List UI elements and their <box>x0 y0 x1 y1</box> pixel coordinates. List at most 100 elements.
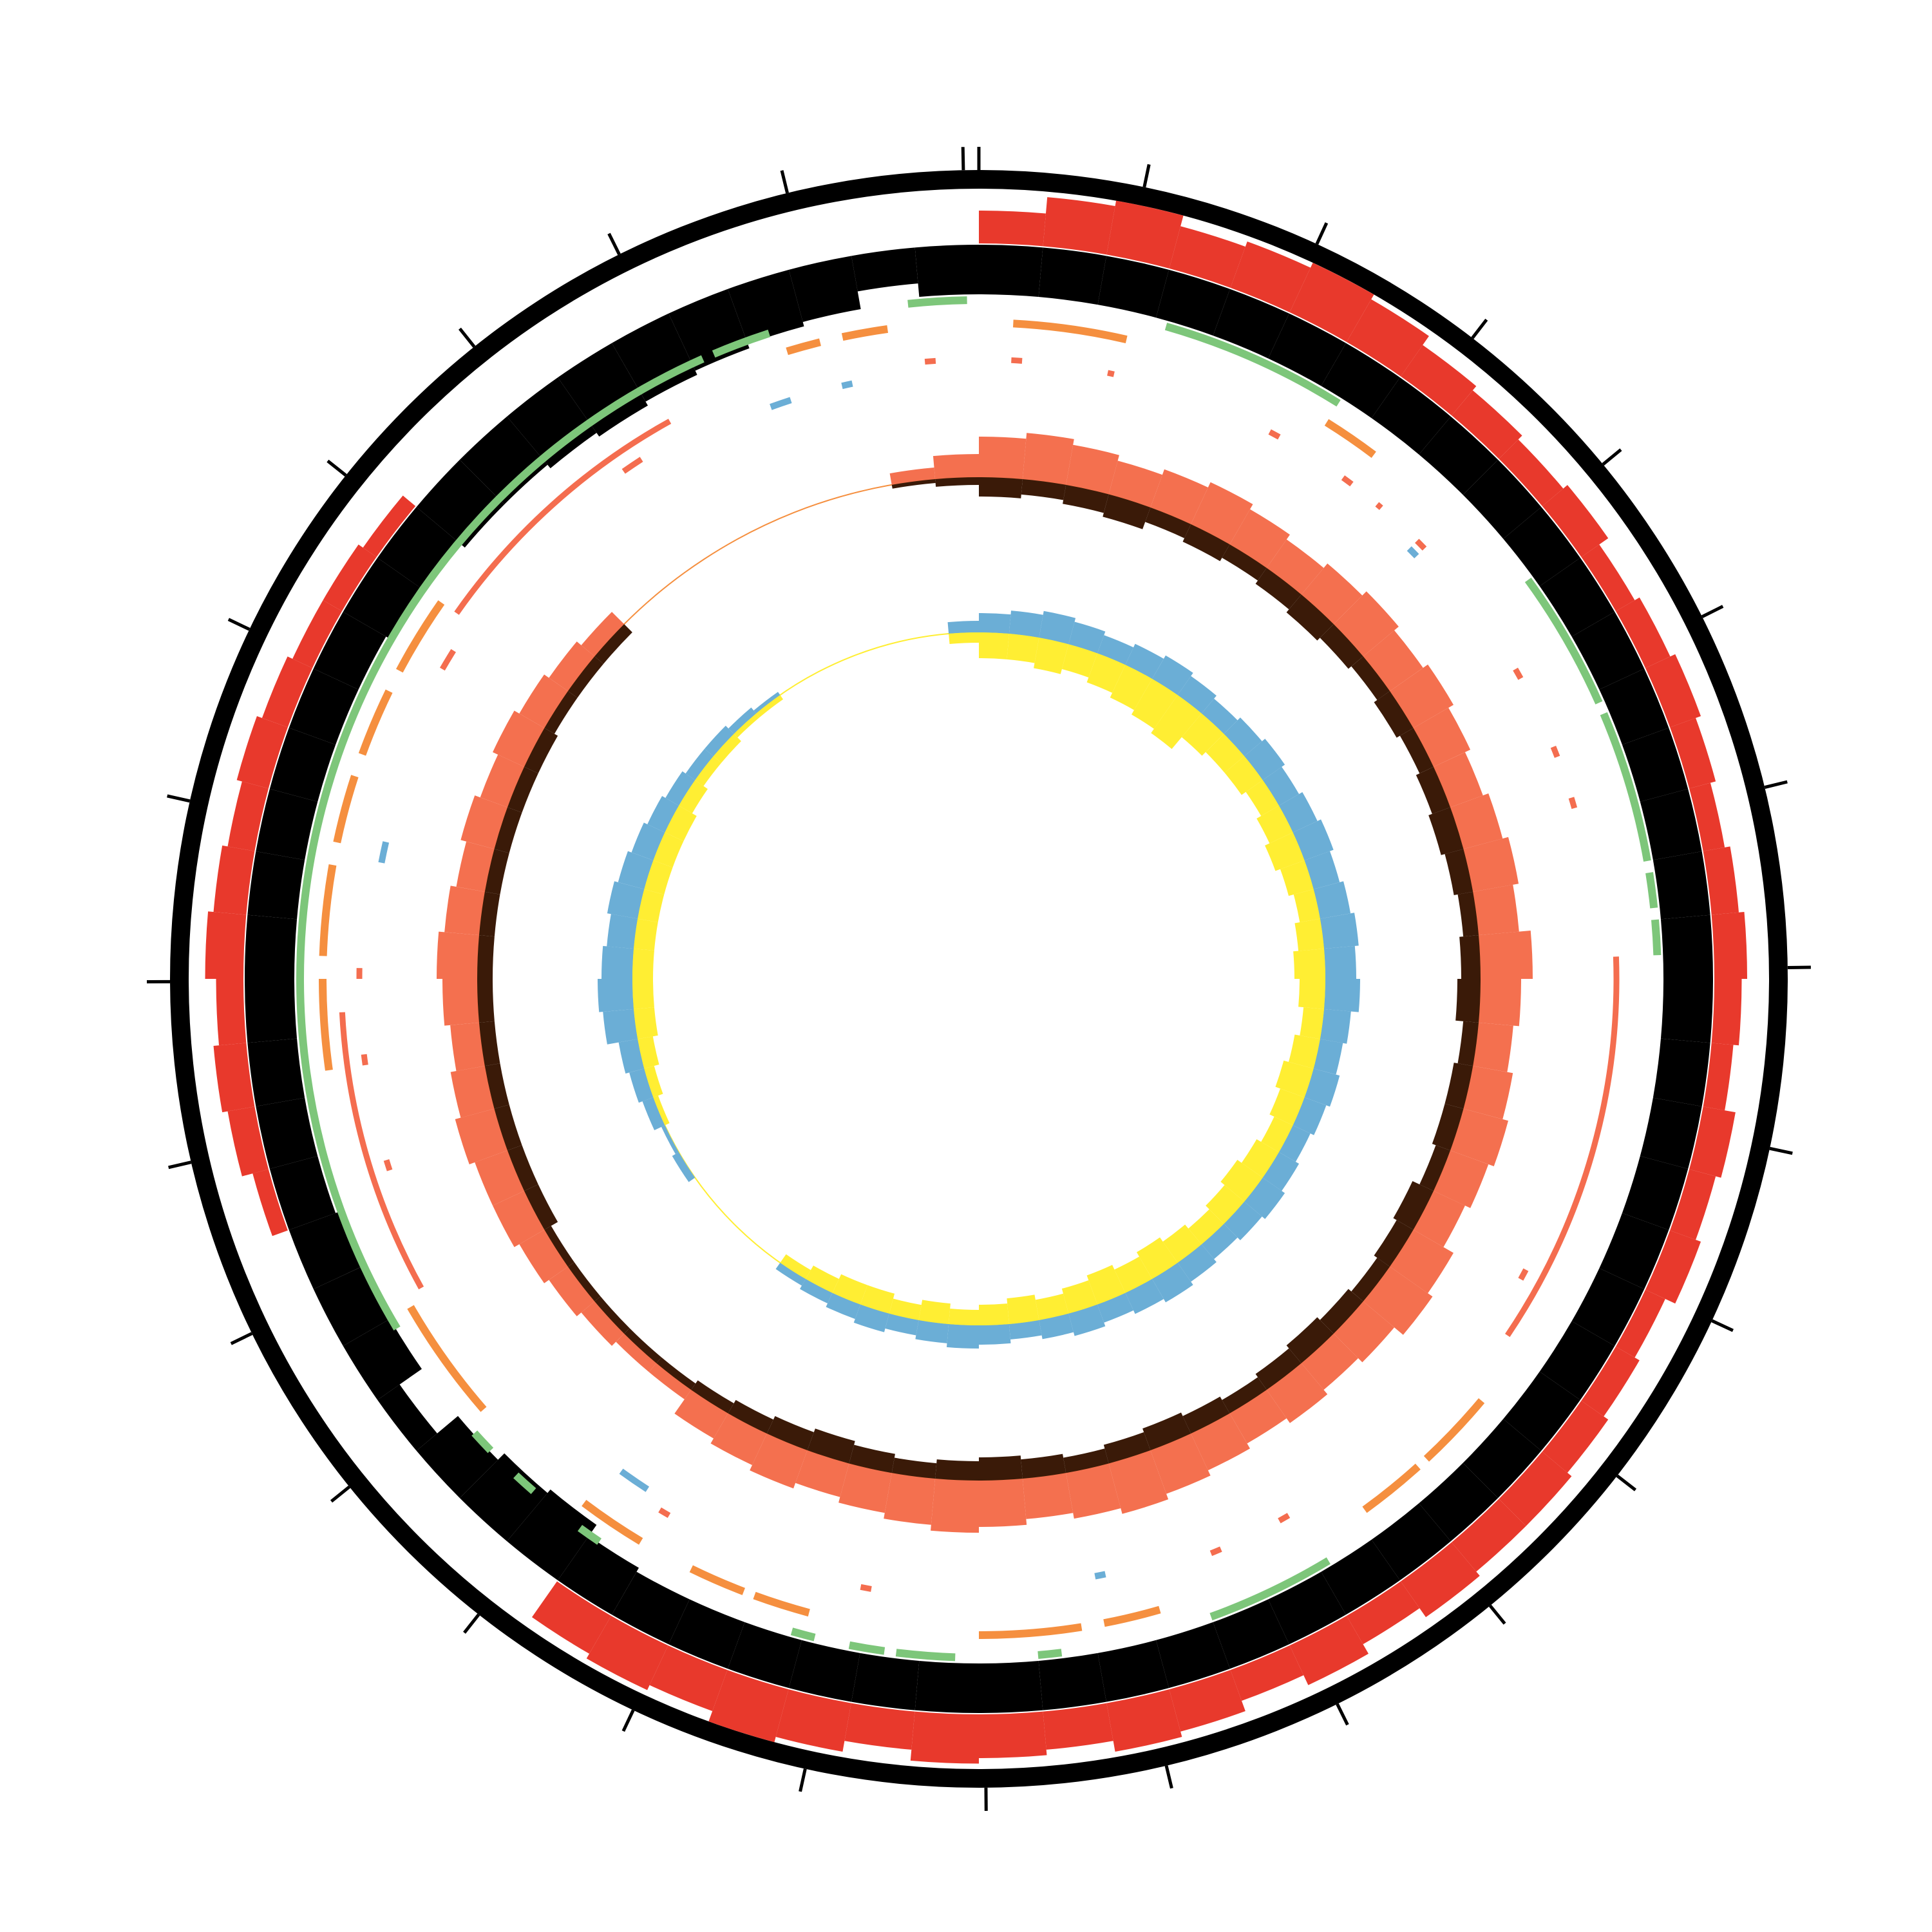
histogram-bar <box>1103 494 1151 529</box>
histogram-bar <box>1266 539 1324 595</box>
histogram-bar <box>1371 1503 1451 1580</box>
histogram-bar <box>1401 1542 1480 1618</box>
histogram-bar <box>1265 832 1305 871</box>
histogram-bar <box>1499 439 1564 506</box>
histogram-bar <box>494 1104 522 1151</box>
histogram-bar <box>891 1457 937 1479</box>
arc-segment <box>1375 502 1383 510</box>
histogram-bar <box>1479 931 1533 979</box>
histogram-bar <box>245 979 298 1043</box>
histogram-bar <box>598 979 634 1012</box>
histogram-bar <box>437 931 479 979</box>
arc-segment <box>1505 956 1620 1338</box>
histogram-bar <box>1229 509 1290 568</box>
histogram-bar <box>1320 1009 1351 1044</box>
histogram-bar <box>459 1453 548 1542</box>
histogram-bar <box>656 1357 696 1390</box>
histogram-bar <box>1689 1106 1736 1178</box>
tick <box>607 232 621 256</box>
histogram-bar <box>213 1043 255 1113</box>
histogram-bar <box>708 1670 789 1743</box>
histogram-bar <box>1390 1229 1454 1294</box>
histogram-bar <box>1021 1454 1066 1479</box>
histogram-bar <box>1503 507 1580 587</box>
tick <box>458 327 476 348</box>
histogram-bar <box>1061 644 1098 678</box>
histogram-bar <box>269 1156 336 1230</box>
histogram-bar <box>891 478 936 489</box>
histogram-bar <box>1108 460 1162 507</box>
tick <box>1764 780 1788 789</box>
histogram-bar <box>1268 313 1346 386</box>
histogram-bar <box>710 1413 767 1465</box>
histogram-bar <box>493 710 545 767</box>
histogram-bar <box>979 1660 1043 1714</box>
histogram-bar <box>889 1298 922 1320</box>
histogram-bar <box>216 979 247 1046</box>
histogram-bar <box>691 1380 734 1414</box>
histogram-bar <box>1419 1145 1451 1191</box>
histogram-bar <box>1043 197 1115 255</box>
histogram-bar <box>1711 979 1742 1046</box>
histogram-bar <box>1125 643 1164 679</box>
histogram-bar <box>1333 1301 1395 1363</box>
histogram-bar <box>484 1063 509 1109</box>
histogram-bar <box>480 754 524 808</box>
histogram-bar <box>245 914 298 979</box>
histogram-bar <box>1616 597 1671 668</box>
histogram-bar <box>289 668 359 745</box>
histogram-bar <box>1390 664 1454 728</box>
histogram-bar <box>1401 345 1477 416</box>
arc-segment <box>333 775 359 844</box>
histogram-bar <box>979 1479 1027 1527</box>
histogram-bar <box>1333 591 1399 657</box>
histogram-bar <box>558 1536 639 1615</box>
histogram-bar <box>672 1152 696 1182</box>
histogram-bar <box>524 1184 558 1230</box>
histogram-bar <box>1022 433 1074 485</box>
histogram-bar <box>979 245 1043 298</box>
histogram-bar <box>949 1309 979 1325</box>
arc-segment <box>621 457 643 474</box>
histogram-bar <box>1321 1539 1400 1615</box>
tick <box>167 794 191 803</box>
tick <box>1471 318 1488 339</box>
histogram-bar <box>1351 656 1390 700</box>
histogram-bar <box>252 1169 288 1236</box>
histogram-bar <box>653 1095 670 1126</box>
histogram-bar <box>1268 1571 1346 1645</box>
histogram-bar <box>649 1645 728 1712</box>
histogram-bar <box>1230 241 1311 312</box>
histogram-bar <box>661 1125 679 1154</box>
histogram-bar <box>914 1660 979 1713</box>
histogram-bar <box>632 949 654 979</box>
histogram-bar <box>668 1599 745 1669</box>
histogram-bar <box>1463 1419 1542 1499</box>
tick <box>1701 605 1724 618</box>
histogram-bar <box>1301 1333 1359 1390</box>
histogram-bar <box>456 841 495 892</box>
histogram-bar <box>1571 1268 1645 1346</box>
histogram-bar <box>931 1479 979 1533</box>
histogram-bar <box>647 796 679 833</box>
histogram-bar <box>343 558 422 639</box>
tick <box>230 1332 253 1345</box>
histogram-bar <box>1300 1007 1324 1039</box>
histogram-bar <box>631 822 665 860</box>
histogram-bar <box>1191 1413 1250 1471</box>
histogram-bar <box>227 1106 269 1177</box>
arc-segment <box>1518 1268 1529 1281</box>
histogram-bar <box>1262 766 1300 806</box>
arc-segment <box>319 864 337 956</box>
histogram-bar <box>1043 1703 1113 1750</box>
histogram-bar <box>806 1265 839 1293</box>
histogram-bar <box>1229 1390 1287 1444</box>
histogram-bar <box>1286 1317 1334 1363</box>
histogram-bar <box>788 256 861 322</box>
histogram-bar <box>979 211 1046 247</box>
histogram-bar <box>581 612 625 657</box>
arc-segment <box>1550 745 1560 758</box>
tick <box>780 170 789 194</box>
tick <box>168 1160 192 1170</box>
